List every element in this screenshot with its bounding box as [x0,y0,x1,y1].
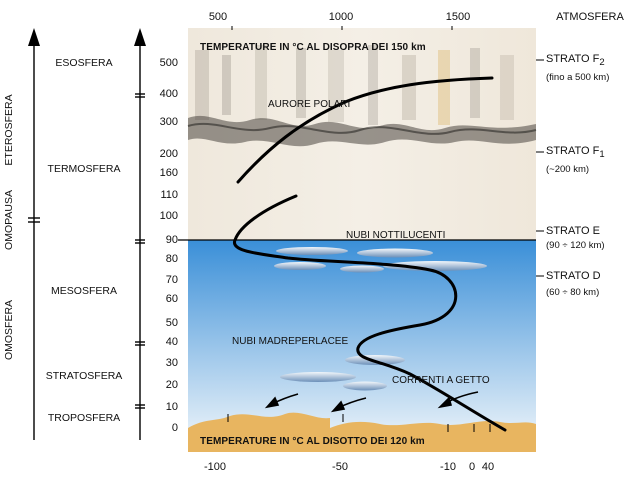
temperature-curve-upper [236,76,494,184]
ground-ticks [227,414,491,432]
altitude-tick-label: 0 [172,422,178,434]
region-label-omosfera: OMOSFERA [3,300,15,360]
stratum-e-detail: (90 ÷ 120 km) [546,240,605,251]
stratum-f1-detail: (~200 km) [546,164,589,175]
altitude-tick-label: 400 [160,88,178,100]
top-axis: 500 1000 1500 ATMOSFERA [209,11,624,30]
altitude-tick-label: 70 [166,274,178,286]
annotation-correnti-a-getto: CORRENTI A GETTO [392,375,490,386]
altitude-tick-label: 40 [166,336,178,348]
region-label-stratosfera: STRATOSFERA [46,370,123,382]
top-tick-label: 500 [209,11,227,23]
altitude-tick-label: 300 [160,116,178,128]
altitude-tick-label: 500 [160,57,178,69]
clouds [274,247,487,391]
altitude-tick-label: 100 [160,210,178,222]
annotation-nubi-madreperlacee: NUBI MADREPERLACEE [232,336,348,347]
jet-stream-arrows [264,391,479,413]
outer-regions [28,28,40,440]
altitude-axis: 500 400 300 200 160 110 100 90 80 70 60 … [160,57,178,434]
inner-regions [134,28,146,440]
bottom-tick-label: -50 [332,461,348,473]
altitude-tick-label: 160 [160,167,178,179]
stratum-d-detail: (60 ÷ 80 km) [546,287,599,298]
caption-top-temperature: TEMPERATURE IN °C AL DISOPRA DEI 150 km [200,42,426,53]
region-label-mesosfera: MESOSFERA [51,285,117,297]
caption-bottom-temperature: TEMPERATURE IN °C AL DISOTTO DEI 120 km [200,436,425,447]
altitude-tick-label: 10 [166,401,178,413]
bottom-tick-label: -100 [204,461,226,473]
upper-panel [187,28,537,240]
top-tick-label: 1000 [329,11,353,23]
altitude-tick-label: 20 [166,379,178,391]
sky-panel [188,240,536,440]
altitude-tick-label: 30 [166,357,178,369]
stratum-d-name: STRATO D [546,270,601,282]
bottom-tick-label: 0 [469,461,475,473]
top-tick-label: 1500 [446,11,470,23]
stratum-f1-name: STRATO F1 [546,145,605,160]
bottom-axis: -100 -50 -10 0 40 [204,461,494,473]
region-label-eterosfera: ETEROSFERA [3,94,15,165]
stratum-f2-name: STRATO F2 [546,53,605,68]
altitude-tick-label: 50 [166,317,178,329]
altitude-tick-label: 90 [166,234,178,246]
altitude-tick-label: 110 [160,189,178,201]
atmosfera-label: ATMOSFERA [556,11,624,23]
annotation-nubi-nottilucenti: NUBI NOTTILUCENTI [346,230,445,241]
annotation-aurore-polari: AURORE POLARI [268,99,350,110]
region-label-omopausa: OMOPAUSA [3,190,15,250]
strata-labels: STRATO F2 (fino a 500 km) STRATO F1 (~20… [536,53,609,298]
stratum-e-name: STRATO E [546,225,600,237]
stratum-f2-detail: (fino a 500 km) [546,72,609,83]
region-label-termosfera: TERMOSFERA [48,163,121,175]
altitude-tick-label: 60 [166,293,178,305]
temperature-curve [233,194,507,432]
region-label-troposfera: TROPOSFERA [48,412,120,424]
bottom-tick-label: -10 [440,461,456,473]
bottom-tick-label: 40 [482,461,494,473]
altitude-tick-label: 200 [160,148,178,160]
region-label-esosfera: ESOSFERA [55,57,112,69]
ground [188,412,536,452]
altitude-tick-label: 80 [166,253,178,265]
